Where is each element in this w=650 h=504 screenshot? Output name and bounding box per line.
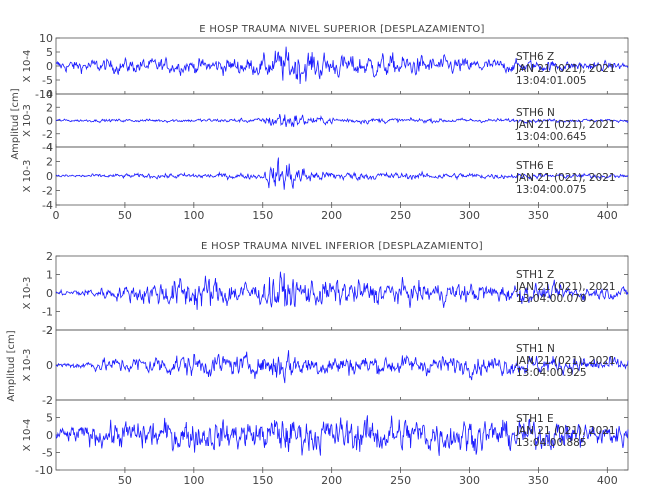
- y-tick-label: -2: [42, 128, 53, 141]
- y-tick-label: 0: [46, 359, 53, 372]
- scale-label: X 10-3: [22, 104, 33, 137]
- x-tick-label: 150: [252, 474, 273, 487]
- scale-label: X 10-4: [22, 419, 33, 452]
- y-tick-label: -4: [42, 199, 53, 212]
- y-tick-label: 0: [46, 170, 53, 183]
- y-axis-label: Amplitud [cm]: [6, 330, 17, 401]
- y-tick-label: 2: [46, 324, 53, 337]
- trace-annotation: STH6 E: [516, 160, 554, 172]
- x-tick-label: 100: [183, 474, 204, 487]
- trace-annotation: JAN 21 (021), 2021: [515, 63, 616, 75]
- y-tick-label: -2: [42, 324, 53, 337]
- y-tick-label: 10: [39, 32, 53, 45]
- x-tick-label: 50: [118, 474, 132, 487]
- trace-annotation: JAN 21 (021), 2021: [515, 355, 616, 367]
- trace-annotation: JAN 21 (021), 2021: [515, 425, 616, 437]
- y-tick-label: 1: [46, 269, 53, 282]
- y-tick-label: -2: [42, 185, 53, 198]
- y-tick-label: 0: [46, 60, 53, 73]
- y-tick-label: 2: [46, 101, 53, 114]
- x-tick-label: 50: [118, 209, 132, 222]
- trace-annotation: STH1 E: [516, 413, 554, 425]
- trace-annotation: STH1 N: [516, 343, 555, 355]
- y-axis-label: Amplitud [cm]: [10, 88, 21, 159]
- x-tick-label: 250: [390, 474, 411, 487]
- x-tick-label: 0: [53, 209, 60, 222]
- y-tick-label: 5: [46, 412, 53, 425]
- trace-annotation: 13:04:00.075: [516, 184, 587, 196]
- y-tick-label: -4: [42, 141, 53, 154]
- x-tick-label: 400: [597, 474, 618, 487]
- x-tick-label: 300: [459, 209, 480, 222]
- y-tick-label: 2: [46, 250, 53, 263]
- y-tick-label: 0: [46, 429, 53, 442]
- x-tick-label: 200: [321, 209, 342, 222]
- trace-annotation: STH6 N: [516, 107, 555, 119]
- x-tick-label: 350: [528, 209, 549, 222]
- x-tick-label: 150: [252, 209, 273, 222]
- y-tick-label: -10: [35, 464, 53, 477]
- scale-label: X 10-3: [22, 160, 33, 193]
- trace-annotation: STH1 Z: [516, 269, 554, 281]
- chart-panel-2: E HOSP TRAUMA NIVEL INFERIOR [DESPLAZAMI…: [6, 241, 629, 487]
- x-tick-label: 250: [390, 209, 411, 222]
- scale-label: X 10-3: [22, 349, 33, 382]
- chart-title: E HOSP TRAUMA NIVEL INFERIOR [DESPLAZAMI…: [201, 241, 483, 252]
- trace-annotation: JAN 21 (021), 2021: [515, 119, 616, 131]
- y-tick-label: 4: [46, 88, 53, 101]
- x-tick-label: 200: [321, 474, 342, 487]
- y-tick-label: -5: [42, 447, 53, 460]
- y-tick-label: 0: [46, 287, 53, 300]
- waveform-line: [55, 271, 629, 310]
- trace-annotation: 13:04:00.645: [516, 131, 587, 143]
- chart-title: E HOSP TRAUMA NIVEL SUPERIOR [DESPLAZAMI…: [199, 24, 485, 35]
- scale-label: X 10-3: [22, 277, 33, 310]
- y-tick-label: -5: [42, 74, 53, 87]
- trace-annotation: 13:04:00.885: [516, 437, 587, 449]
- x-tick-label: 300: [459, 474, 480, 487]
- y-tick-label: -1: [42, 306, 53, 319]
- trace-annotation: 13:04:00.070: [516, 293, 587, 305]
- x-tick-label: 400: [597, 209, 618, 222]
- trace-annotation: JAN 21 (021), 2021: [515, 172, 616, 184]
- trace-annotation: JAN 21 (021), 2021: [515, 281, 616, 293]
- waveform-line: [55, 46, 629, 85]
- trace-annotation: STH6 Z: [516, 51, 554, 63]
- y-tick-label: 4: [46, 141, 53, 154]
- trace-annotation: 13:04:00.925: [516, 367, 587, 379]
- waveform-line: [55, 114, 629, 128]
- y-tick-label: 0: [46, 115, 53, 128]
- trace-annotation: 13:04:01.005: [516, 75, 587, 87]
- waveform-line: [55, 350, 629, 384]
- y-tick-label: 5: [46, 46, 53, 59]
- y-tick-label: -10: [35, 88, 53, 101]
- x-tick-label: 100: [183, 209, 204, 222]
- scale-label: X 10-4: [22, 50, 33, 83]
- waveform-line: [55, 415, 629, 456]
- x-tick-label: 350: [528, 474, 549, 487]
- waveform-line: [55, 157, 629, 190]
- y-tick-label: 2: [46, 156, 53, 169]
- chart-panel-1: E HOSP TRAUMA NIVEL SUPERIOR [DESPLAZAMI…: [10, 24, 629, 222]
- y-tick-label: -2: [42, 394, 53, 407]
